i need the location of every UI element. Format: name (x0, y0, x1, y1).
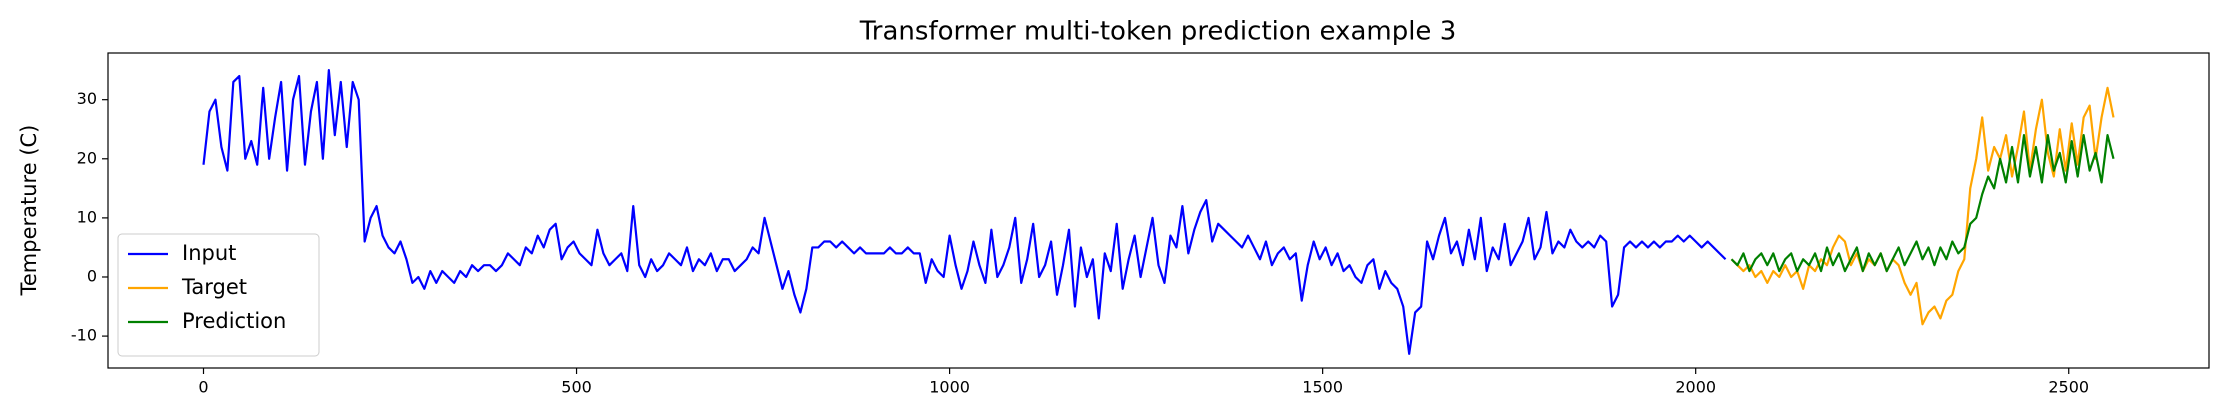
y-tick-label: 30 (77, 89, 97, 108)
x-tick-label: 2500 (2048, 378, 2089, 397)
series-line (1730, 134, 2115, 273)
series-line (1730, 86, 2115, 326)
x-tick-label: 0 (198, 378, 208, 397)
plot-frame (107, 52, 2210, 369)
y-axis-label: Temperature (C) (17, 125, 41, 297)
y-tick-label: 20 (77, 148, 97, 167)
legend-label: Target (181, 275, 247, 299)
x-tick-label: 1000 (929, 378, 970, 397)
chart-title: Transformer multi-token prediction examp… (859, 17, 1457, 47)
y-tick-label: -10 (71, 326, 97, 345)
y-tick-label: 10 (77, 207, 97, 226)
x-tick-label: 2000 (1675, 378, 1716, 397)
legend-box (117, 233, 320, 357)
legend-label: Input (182, 241, 236, 265)
series-line (202, 69, 1727, 355)
y-tick-label: 0 (87, 266, 97, 285)
legend-label: Prediction (182, 309, 286, 333)
x-tick-label: 500 (561, 378, 592, 397)
x-tick-label: 1500 (1302, 378, 1343, 397)
